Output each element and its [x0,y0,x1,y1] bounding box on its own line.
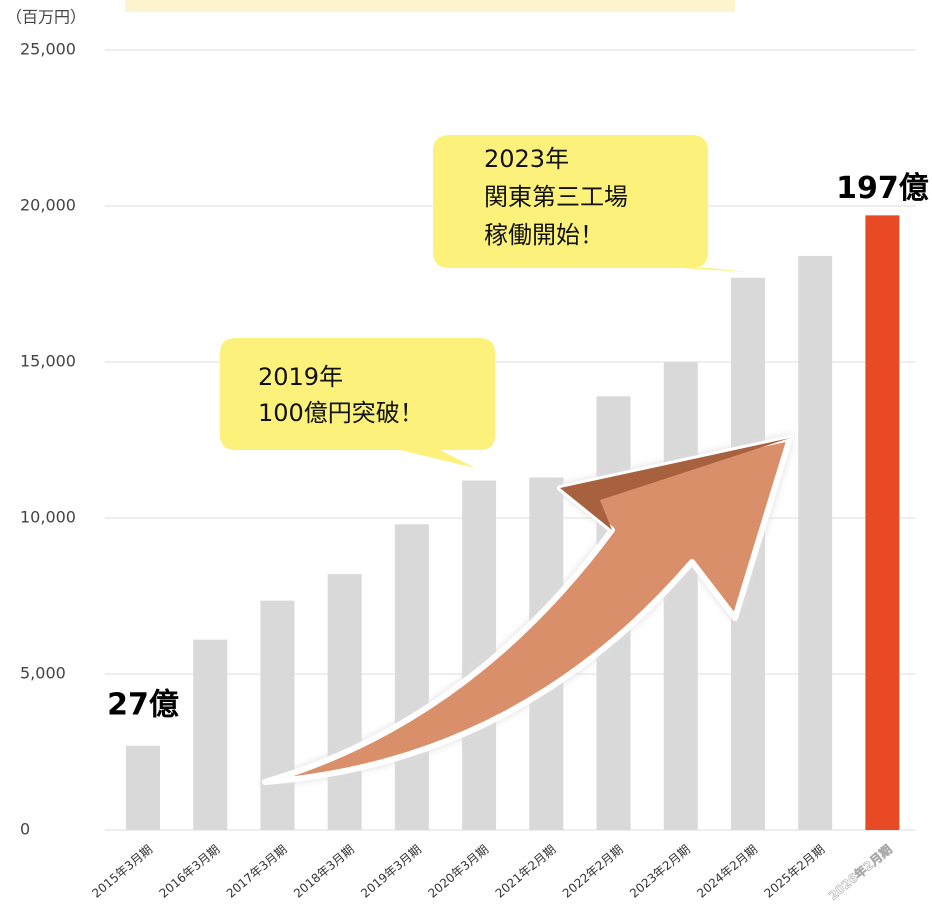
y-tick-label: 10,000 [20,508,76,527]
bar [126,746,160,830]
x-tick-label: 2017年3月期 [224,842,290,900]
value-label: 27億 [107,687,179,722]
value-label: 197億 [836,171,929,206]
y-tick-label: 5,000 [20,664,66,683]
x-tick-label: 2016年3月期 [157,842,223,900]
callout-text: 100億円突破！ [258,399,424,427]
banner [125,0,735,12]
callout-text: 2023年 [484,145,569,173]
bar [260,601,294,830]
y-tick-label: 0 [20,820,30,839]
x-tick-label: 2019年3月期 [358,842,424,900]
chart: （百万円） 0 5,000 10,000 15,000 20,000 25,000 201… [0,0,932,919]
y-tick-label: 25,000 [20,40,76,59]
x-tick-label: 2024年2月期 [694,842,760,900]
x-tick-label: 2023年2月期 [627,842,693,900]
y-tick-label: 15,000 [20,352,76,371]
bar [865,215,899,830]
bar [328,574,362,830]
bar [798,256,832,830]
callout-text: 稼働開始！ [484,221,604,249]
bar [462,481,496,830]
x-tick-label: 2026年2月期 [825,841,894,902]
y-tick-label: 20,000 [20,196,76,215]
x-tick-label: 2020年3月期 [425,842,491,900]
bar [193,640,227,830]
bar [664,362,698,830]
x-tick-label: 2025年2月期 [762,842,828,900]
y-axis-label: （百万円） [6,8,86,27]
bar [395,524,429,830]
x-tick-label: 2018年3月期 [291,842,357,900]
callout-text: 2019年 [258,363,343,391]
x-tick-label: 2022年2月期 [560,842,626,900]
x-tick-label: 2015年3月期 [89,842,155,900]
callout-text: 関東第三工場 [484,183,628,211]
x-tick-label: 2021年2月期 [493,842,559,900]
